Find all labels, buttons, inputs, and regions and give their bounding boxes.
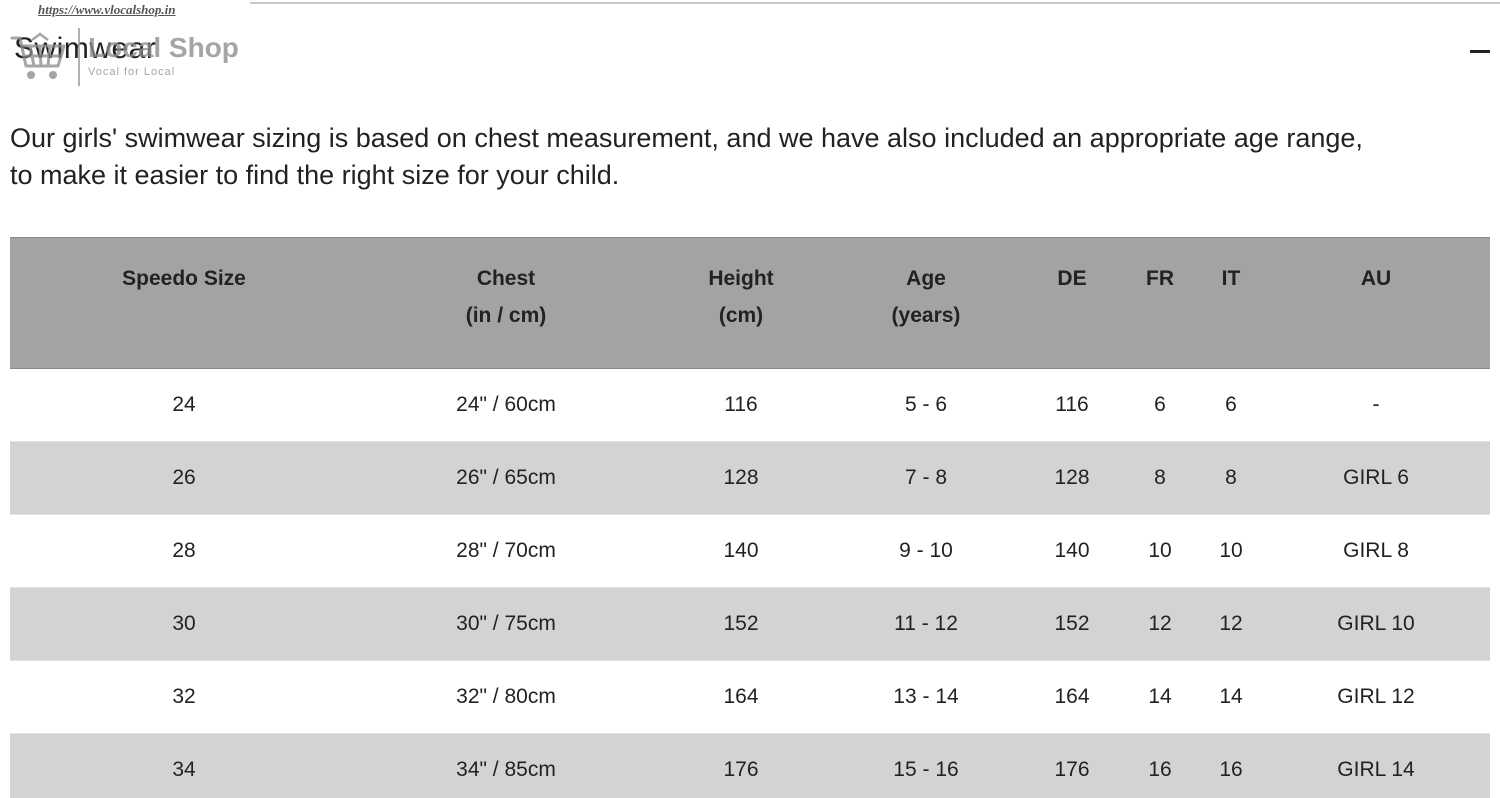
cell-age: 5 - 6 xyxy=(828,368,1024,442)
top-divider xyxy=(250,2,1500,4)
logo-tagline: Vocal for Local xyxy=(88,66,176,78)
cell-fr: 14 xyxy=(1120,660,1200,734)
cell-chest: 28" / 70cm xyxy=(358,514,654,588)
cell-height: 176 xyxy=(654,733,828,798)
header-age: Age (years) xyxy=(828,237,1024,369)
cell-de: 152 xyxy=(1024,587,1120,661)
cell-height: 140 xyxy=(654,514,828,588)
cell-de: 176 xyxy=(1024,733,1120,798)
cell-it: 16 xyxy=(1200,733,1262,798)
cell-age: 9 - 10 xyxy=(828,514,1024,588)
cell-de: 164 xyxy=(1024,660,1120,734)
cell-fr: 8 xyxy=(1120,441,1200,515)
cell-au: - xyxy=(1262,368,1490,442)
logo-divider xyxy=(78,28,80,86)
section-header[interactable]: Swimwear xyxy=(0,28,1500,74)
minus-icon[interactable] xyxy=(1470,50,1490,53)
section-title: Swimwear xyxy=(14,32,157,65)
cell-it: 6 xyxy=(1200,368,1262,442)
cell-au: GIRL 10 xyxy=(1262,587,1490,661)
logo-name: Local Shop xyxy=(88,32,239,63)
cell-age: 11 - 12 xyxy=(828,587,1024,661)
cell-height: 128 xyxy=(654,441,828,515)
cell-speedo-size: 28 xyxy=(10,514,358,588)
cell-speedo-size: 24 xyxy=(10,368,358,442)
cell-chest: 32" / 80cm xyxy=(358,660,654,734)
shopping-cart-icon xyxy=(10,32,66,79)
cell-age: 7 - 8 xyxy=(828,441,1024,515)
cell-it: 8 xyxy=(1200,441,1262,515)
cell-age: 15 - 16 xyxy=(828,733,1024,798)
header-de: DE xyxy=(1024,237,1120,369)
cell-it: 10 xyxy=(1200,514,1262,588)
cell-speedo-size: 26 xyxy=(10,441,358,515)
cell-fr: 6 xyxy=(1120,368,1200,442)
table-row: 32 32" / 80cm 164 13 - 14 164 14 14 GIRL… xyxy=(10,660,1490,734)
cell-au: GIRL 6 xyxy=(1262,441,1490,515)
header-speedo-size: Speedo Size xyxy=(10,237,358,369)
table-row: 30 30" / 75cm 152 11 - 12 152 12 12 GIRL… xyxy=(10,587,1490,661)
size-chart-table: Speedo Size Chest (in / cm) Height (cm) Ag… xyxy=(10,237,1490,798)
cell-au: GIRL 12 xyxy=(1262,660,1490,734)
intro-text: Our girls' swimwear sizing is based on c… xyxy=(10,120,1498,194)
cell-au: GIRL 14 xyxy=(1262,733,1490,798)
cell-de: 128 xyxy=(1024,441,1120,515)
watermark-url: https://www.vlocalshop.in xyxy=(38,2,176,17)
header-au: AU xyxy=(1262,237,1490,369)
cell-fr: 16 xyxy=(1120,733,1200,798)
cell-au: GIRL 8 xyxy=(1262,514,1490,588)
cell-fr: 10 xyxy=(1120,514,1200,588)
header-chest: Chest (in / cm) xyxy=(358,237,654,369)
cell-height: 164 xyxy=(654,660,828,734)
cell-speedo-size: 30 xyxy=(10,587,358,661)
cell-de: 116 xyxy=(1024,368,1120,442)
cell-it: 14 xyxy=(1200,660,1262,734)
header-fr: FR xyxy=(1120,237,1200,369)
table-header-row: Speedo Size Chest (in / cm) Height (cm) Ag… xyxy=(10,237,1490,369)
cell-height: 152 xyxy=(654,587,828,661)
header-it: IT xyxy=(1200,237,1262,369)
cell-de: 140 xyxy=(1024,514,1120,588)
cell-chest: 30" / 75cm xyxy=(358,587,654,661)
cell-fr: 12 xyxy=(1120,587,1200,661)
cell-age: 13 - 14 xyxy=(828,660,1024,734)
cell-chest: 24" / 60cm xyxy=(358,368,654,442)
table-row: 26 26" / 65cm 128 7 - 8 128 8 8 GIRL 6 xyxy=(10,441,1490,515)
table-row: 24 24" / 60cm 116 5 - 6 116 6 6 - xyxy=(10,368,1490,442)
cell-speedo-size: 34 xyxy=(10,733,358,798)
cell-speedo-size: 32 xyxy=(10,660,358,734)
table-row: 34 34" / 85cm 176 15 - 16 176 16 16 GIRL… xyxy=(10,733,1490,798)
watermark-logo: Local Shop Vocal for Local xyxy=(10,28,250,88)
table-row: 28 28" / 70cm 140 9 - 10 140 10 10 GIRL … xyxy=(10,514,1490,588)
cell-height: 116 xyxy=(654,368,828,442)
cell-it: 12 xyxy=(1200,587,1262,661)
intro-line-1: Our girls' swimwear sizing is based on c… xyxy=(10,123,1363,153)
intro-line-2: to make it easier to find the right size… xyxy=(10,160,620,190)
cell-chest: 34" / 85cm xyxy=(358,733,654,798)
header-height: Height (cm) xyxy=(654,237,828,369)
cell-chest: 26" / 65cm xyxy=(358,441,654,515)
